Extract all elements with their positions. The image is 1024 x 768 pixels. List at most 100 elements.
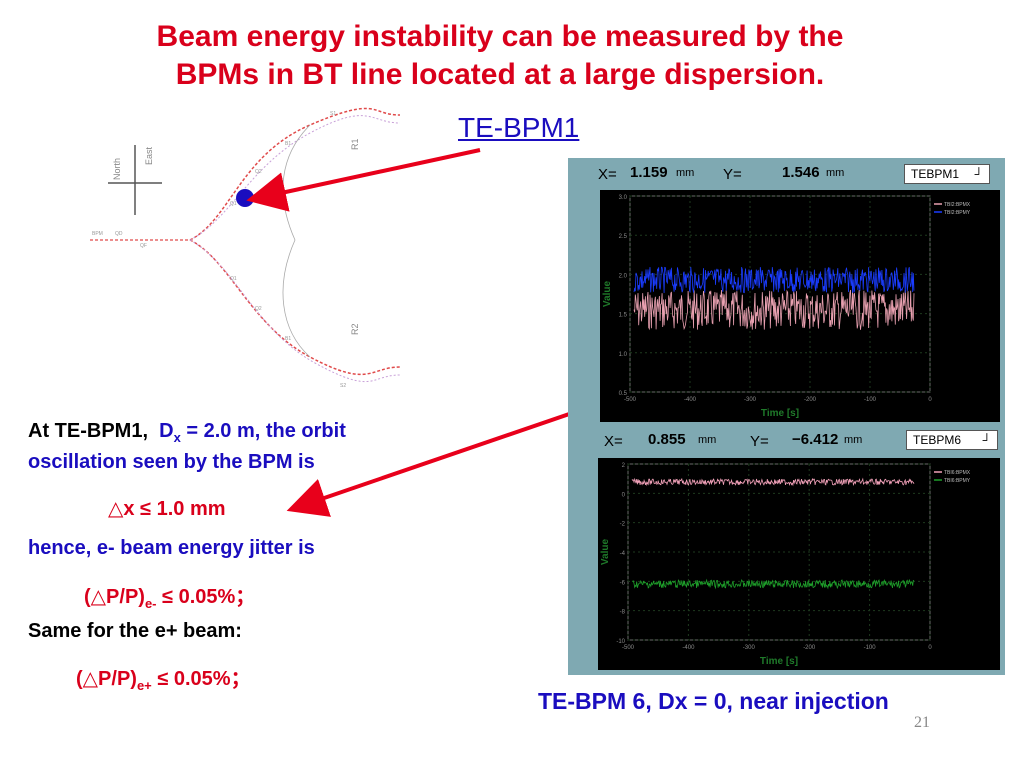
y-tick-label: -6 — [620, 580, 626, 586]
x-tick-label: -100 — [864, 397, 877, 403]
plot-legend: TBI6:BPMX TBI6:BPMY — [934, 470, 971, 484]
top-y-value: 1.546 — [782, 164, 820, 181]
page-number: 21 — [914, 714, 930, 731]
x-tick-label: -300 — [744, 397, 757, 403]
legend-entry: TBI6:BPMX — [944, 470, 971, 476]
y-tick-label: -4 — [620, 551, 626, 557]
bpmy-trace — [633, 266, 915, 294]
x-tick-label: -500 — [622, 645, 635, 651]
y-tick-label: 0 — [622, 492, 626, 498]
plot-legend: TBI2:BPMX TBI2:BPMY — [934, 202, 971, 216]
x-tick-label: -400 — [682, 645, 695, 651]
x-axis-label: Time [s] — [760, 656, 798, 667]
svg-text:Q2: Q2 — [255, 306, 262, 312]
svg-text:QD: QD — [115, 231, 123, 237]
top-bpm-selector[interactable]: TEBPM1 ┘ — [904, 164, 990, 184]
jitter-eplus-value: ≤ 0.05%； — [151, 668, 251, 690]
y-tick-label: 1.0 — [619, 352, 628, 358]
chevron-down-icon: ┘ — [974, 167, 983, 181]
bottom-x-value: 0.855 — [648, 431, 686, 448]
jitter-eminus-sub: e- — [144, 596, 157, 611]
bottom-bpm-selector[interactable]: TEBPM6 ┘ — [906, 430, 998, 450]
r2-label: R2 — [350, 323, 360, 335]
bpmx-trace — [633, 289, 915, 331]
same-for-line: Same for the e+ beam: — [28, 620, 242, 642]
top-x-unit: mm — [676, 167, 695, 179]
svg-text:Q1: Q1 — [230, 276, 237, 282]
y-tick-label: 0.5 — [619, 391, 628, 397]
title-line-2: BPMs in BT line located at a large dispe… — [175, 58, 825, 91]
jitter-eplus-main: (△P/P) — [76, 668, 137, 690]
top-x-value: 1.159 — [630, 164, 668, 181]
top-selector-value: TEBPM1 — [911, 167, 960, 181]
body-line-1: At TE-BPM1, Dx = 2.0 m, the orbit — [28, 420, 346, 445]
bottom-x-label: X= — [604, 433, 623, 450]
bottom-x-unit: mm — [698, 434, 717, 446]
bpm1-prefix: At TE-BPM1, — [28, 420, 148, 442]
svg-text:QF: QF — [140, 243, 147, 249]
svg-text:B1: B1 — [285, 336, 291, 342]
title-line-1: Beam energy instability can be measured … — [156, 20, 844, 53]
y-tick-label: 1.5 — [619, 313, 628, 319]
y-axis-label: Value — [600, 539, 611, 566]
dx-value: = 2.0 m, the orbit — [186, 420, 346, 442]
bottom-y-label: Y= — [750, 433, 769, 450]
bpmx-trace — [631, 477, 915, 487]
bpm-monitor-panel: X= 1.159 mm Y= 1.546 mm TEBPM1 ┘ 3.0 2.5 2… — [568, 158, 1005, 675]
x-tick-label: -200 — [803, 645, 816, 651]
x-tick-label: -100 — [864, 645, 877, 651]
bpmy-trace — [631, 578, 915, 590]
y-axis-label: Value — [602, 281, 613, 308]
east-label: East — [144, 146, 154, 165]
dx-result: △x ≤ 1.0 mm — [108, 498, 226, 520]
x-tick-label: -500 — [624, 397, 637, 403]
top-y-label: Y= — [723, 166, 742, 183]
bt-line-map: North East BPM QD QF Q1 Q2 B1 Q1 Q2 B1 S1 S2 R1… — [90, 107, 401, 389]
jitter-eminus-main: (△P/P) — [84, 586, 145, 608]
north-label: North — [112, 158, 122, 180]
slide-title: Beam energy instability can be measured … — [60, 18, 940, 94]
x-tick-label: -400 — [684, 397, 697, 403]
dx-sub: x — [173, 430, 181, 445]
top-x-label: X= — [598, 166, 617, 183]
x-tick-label: -200 — [804, 397, 817, 403]
jitter-eminus-value: ≤ 0.05%； — [156, 586, 256, 608]
plot-frame — [629, 195, 931, 393]
hence-line: hence, e- beam energy jitter is — [28, 537, 315, 559]
svg-text:B1: B1 — [285, 141, 291, 147]
bottom-caption: TE-BPM 6, Dx = 0, near injection — [538, 688, 889, 714]
jitter-eplus-sub: e+ — [136, 678, 152, 693]
y-tick-label: 3.0 — [619, 195, 628, 201]
top-plot-svg: 3.0 2.5 2.0 1.5 1.0 0.5-500 -400 -300 -200 -100 0 T… — [602, 195, 971, 419]
bottom-plot-svg: 2 0 -2 -4 -6 -8 -10-500 -400 -300 -200 -100 0 TBI6:B… — [600, 463, 971, 667]
x-tick-label: 0 — [928, 397, 932, 403]
x-tick-label: 0 — [928, 645, 932, 651]
legend-entry: TBI2:BPMY — [944, 210, 971, 216]
bottom-plot: 2 0 -2 -4 -6 -8 -10 -500 -400 -300 -200 -100 0 TBI6:B… — [598, 458, 1000, 670]
x-axis-label: Time [s] — [761, 408, 799, 419]
y-tick-label: -8 — [620, 610, 626, 616]
legend-entry: TBI6:BPMY — [944, 478, 971, 484]
y-tick-label: -10 — [616, 639, 625, 645]
legend-entry: TBI2:BPMX — [944, 202, 971, 208]
jitter-eplus: (△P/P)e+ ≤ 0.05%； — [76, 662, 251, 693]
svg-text:Q1: Q1 — [230, 201, 237, 207]
top-y-unit: mm — [826, 167, 845, 179]
jitter-eminus: (△P/P)e- ≤ 0.05%； — [84, 580, 255, 611]
svg-text:S2: S2 — [340, 383, 346, 389]
y-tick-label: -2 — [620, 522, 626, 528]
chevron-down-icon: ┘ — [982, 433, 991, 447]
te-bpm1-label: TE-BPM1 — [458, 112, 580, 143]
body-line-2: oscillation seen by the BPM is — [28, 451, 315, 473]
r1-label: R1 — [350, 138, 360, 150]
top-plot: 3.0 2.5 2.0 1.5 1.0 0.5 -500 -400 -300 -200 -100 0 T… — [600, 190, 1000, 422]
y-tick-label: 2 — [622, 463, 626, 469]
y-tick-label: 2.5 — [619, 234, 628, 240]
svg-text:Q2: Q2 — [255, 169, 262, 175]
bottom-y-unit: mm — [844, 434, 863, 446]
compass-icon — [108, 145, 162, 215]
y-tick-label: 2.0 — [619, 273, 628, 279]
x-tick-label: -300 — [743, 645, 756, 651]
svg-text:S1: S1 — [330, 111, 336, 117]
te-bpm1-marker — [236, 189, 254, 207]
